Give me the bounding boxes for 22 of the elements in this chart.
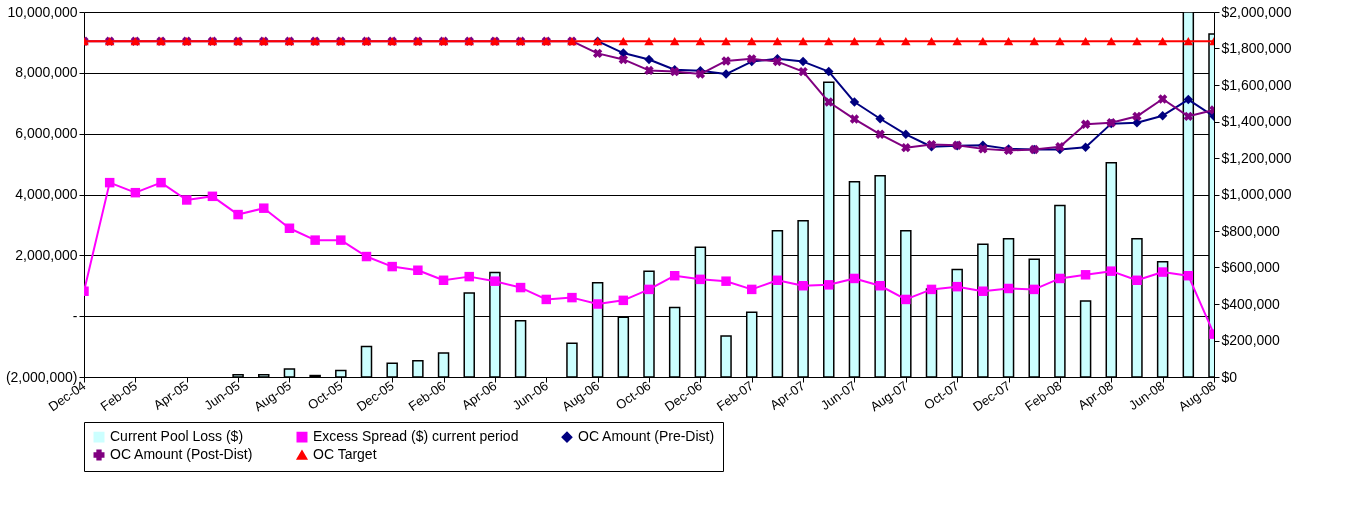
legend-label: OC Amount (Pre-Dist) — [578, 428, 715, 445]
y2-tick-label: $800,000 — [1221, 222, 1281, 239]
legend-label: Current Pool Loss ($) — [110, 428, 244, 445]
legend-label: OC Target — [313, 446, 377, 462]
y-tick-label: 4,000,000 — [15, 186, 78, 202]
y2-tick-label: $600,000 — [1221, 259, 1281, 275]
y-tick-label: 8,000,000 — [15, 64, 78, 81]
y2-tick-label: $1,600,000 — [1221, 76, 1292, 93]
y2-tick-label: $1,800,000 — [1221, 40, 1292, 56]
y2-tick-label: $1,000,000 — [1221, 186, 1292, 202]
y2-tick-label: $400,000 — [1221, 295, 1281, 312]
legend-label: Excess Spread ($) current period — [313, 428, 519, 445]
y2-tick-label: $1,200,000 — [1221, 149, 1292, 166]
legend-label: OC Amount (Post-Dist) — [110, 446, 253, 462]
y-tick-label: 2,000,000 — [15, 246, 78, 263]
y2-tick-label: $1,400,000 — [1221, 113, 1292, 129]
y-tick-label: 10,000,000 — [7, 3, 78, 20]
y-tick-label: 6,000,000 — [15, 125, 78, 142]
y2-tick-label: $0 — [1221, 368, 1238, 385]
y2-tick-label: $2,000,000 — [1221, 3, 1292, 20]
y-tick-label: - — [72, 307, 78, 324]
y2-tick-label: $200,000 — [1221, 332, 1281, 348]
